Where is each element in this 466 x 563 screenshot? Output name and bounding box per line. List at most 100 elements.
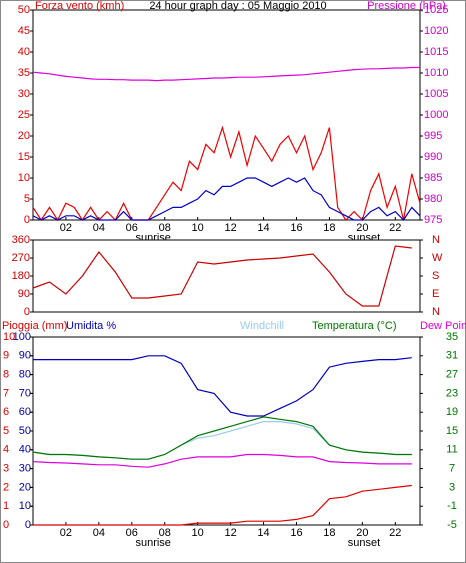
x-tick-label: 06 bbox=[126, 222, 138, 234]
y2-tick-label: 1010 bbox=[424, 67, 448, 79]
y3-tick-label: 1 bbox=[3, 500, 9, 512]
y2-tick-label: -1 bbox=[447, 500, 457, 512]
x-tick-label: 22 bbox=[389, 222, 401, 234]
y-axis-label: Forza vento (kmh) bbox=[35, 0, 124, 12]
series-line bbox=[32, 125, 421, 222]
annotation: sunset bbox=[348, 537, 380, 549]
y-tick-label: 5 bbox=[24, 193, 30, 205]
x-tick-label: 10 bbox=[192, 527, 204, 539]
series-line bbox=[33, 484, 412, 526]
y3-tick-label: 4 bbox=[3, 444, 9, 456]
chart-title: 24 hour graph day : 05 Maggio 2010 bbox=[149, 0, 326, 12]
x-tick-label: 04 bbox=[93, 222, 105, 234]
y-tick-label: 40 bbox=[19, 444, 31, 456]
y3-tick-label: 2 bbox=[3, 481, 9, 493]
series-line bbox=[32, 66, 420, 82]
x-tick-label: 12 bbox=[224, 222, 236, 234]
y2-tick-label: 975 bbox=[424, 214, 442, 226]
y2-tick-label: 23 bbox=[446, 387, 458, 399]
y-tick-label: 360 bbox=[12, 234, 30, 246]
y-tick-label: 90 bbox=[18, 288, 30, 300]
series-line bbox=[32, 416, 412, 460]
y-tick-label: 40 bbox=[18, 46, 30, 58]
y2-tick-label: 31 bbox=[446, 350, 458, 362]
y-tick-label: 60 bbox=[19, 406, 31, 418]
y-tick-label: 30 bbox=[19, 463, 31, 475]
panel bbox=[32, 9, 421, 221]
y3-tick-label: 10 bbox=[3, 331, 15, 343]
y-tick-label: 30 bbox=[18, 88, 30, 100]
y2-tick-label: -5 bbox=[447, 519, 457, 531]
x-tick-label: 16 bbox=[290, 527, 302, 539]
legend-label: Windchill bbox=[240, 320, 284, 332]
y-tick-label: 100 bbox=[13, 331, 31, 343]
y2-tick-label: 980 bbox=[424, 193, 442, 205]
y-tick-label: 0 bbox=[25, 519, 31, 531]
y2-tick-label: 1005 bbox=[424, 88, 448, 100]
x-tick-label: 08 bbox=[159, 222, 171, 234]
y-tick-label: 45 bbox=[18, 25, 30, 37]
y3-tick-label: 0 bbox=[3, 519, 9, 531]
y2-tick-label: 7 bbox=[449, 463, 455, 475]
y2-tick-label: N bbox=[432, 234, 440, 246]
y-tick-label: 270 bbox=[12, 252, 30, 264]
y-tick-label: 35 bbox=[18, 67, 30, 79]
series-line bbox=[32, 245, 412, 307]
y2-tick-label: 985 bbox=[424, 172, 442, 184]
y2-tick-label: 1025 bbox=[424, 4, 448, 16]
x-tick-label: 02 bbox=[60, 222, 72, 234]
x-tick-label: 06 bbox=[126, 527, 138, 539]
y2-tick-label: N bbox=[432, 306, 440, 318]
x-tick-label: 22 bbox=[389, 527, 401, 539]
panel bbox=[32, 336, 421, 526]
x-tick-label: 10 bbox=[192, 222, 204, 234]
y2-tick-label: 995 bbox=[424, 130, 442, 142]
legend-label: Temperatura (°C) bbox=[312, 320, 396, 332]
y-tick-label: 15 bbox=[18, 151, 30, 163]
x-tick-label: 18 bbox=[323, 527, 335, 539]
y-tick-label: 0 bbox=[24, 214, 30, 226]
legend-label: Umidita % bbox=[66, 320, 116, 332]
y-tick-label: 90 bbox=[19, 350, 31, 362]
y-tick-label: 10 bbox=[19, 500, 31, 512]
y2-tick-label: 990 bbox=[424, 151, 442, 163]
y3-tick-label: 9 bbox=[3, 350, 9, 362]
x-tick-label: 14 bbox=[257, 527, 269, 539]
y2-tick-label: 15 bbox=[446, 425, 458, 437]
y2-tick-label: 27 bbox=[446, 369, 458, 381]
panel bbox=[32, 239, 421, 313]
y3-tick-label: 3 bbox=[3, 463, 9, 475]
y2-tick-label: 3 bbox=[449, 481, 455, 493]
y-tick-label: 50 bbox=[18, 4, 30, 16]
legend-label: Pioggia (mm) bbox=[2, 320, 67, 332]
y2-tick-label: S bbox=[432, 270, 439, 282]
y2-axis-label: Pressione (hPa) bbox=[367, 0, 446, 12]
y-tick-label: 80 bbox=[19, 369, 31, 381]
x-tick-label: 14 bbox=[257, 222, 269, 234]
y2-tick-label: 1015 bbox=[424, 46, 448, 58]
y2-tick-label: E bbox=[432, 288, 439, 300]
x-tick-label: 16 bbox=[290, 222, 302, 234]
y-tick-label: 50 bbox=[19, 425, 31, 437]
y3-tick-label: 8 bbox=[3, 369, 9, 381]
x-tick-label: 08 bbox=[159, 527, 171, 539]
legend-label: Dew Point bbox=[420, 320, 466, 332]
y3-tick-label: 5 bbox=[3, 425, 9, 437]
y2-tick-label: 19 bbox=[446, 406, 458, 418]
y-tick-label: 70 bbox=[19, 387, 31, 399]
series-line bbox=[32, 453, 412, 468]
y-tick-label: 20 bbox=[19, 481, 31, 493]
y2-tick-label: W bbox=[432, 252, 443, 264]
y-tick-label: 25 bbox=[18, 109, 30, 121]
y-tick-label: 180 bbox=[12, 270, 30, 282]
y-tick-label: 10 bbox=[18, 172, 30, 184]
y2-tick-label: 1020 bbox=[424, 25, 448, 37]
series-line bbox=[32, 177, 421, 221]
y3-tick-label: 6 bbox=[3, 406, 9, 418]
y2-tick-label: 11 bbox=[446, 444, 457, 456]
y-tick-label: 20 bbox=[18, 130, 30, 142]
x-tick-label: 18 bbox=[323, 222, 335, 234]
x-tick-label: 20 bbox=[356, 222, 368, 234]
x-tick-label: 02 bbox=[60, 527, 72, 539]
